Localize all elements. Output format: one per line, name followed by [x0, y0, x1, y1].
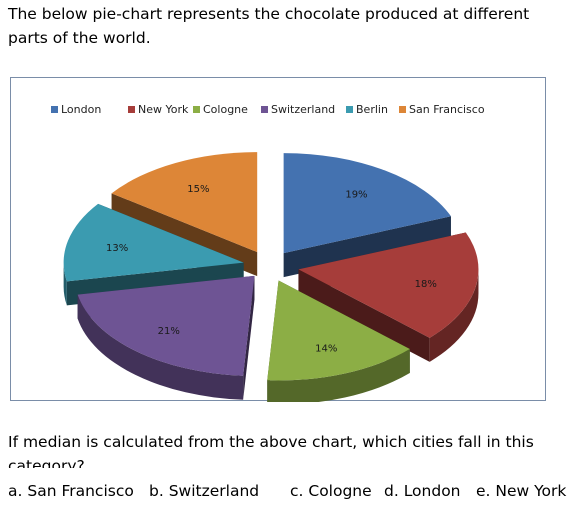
pie-slice-tops — [63, 152, 479, 381]
legend-label-switzerland: Switzerland — [271, 103, 335, 116]
data-label-berlin: 13% — [106, 243, 128, 254]
slice-rim-berlin — [63, 262, 67, 306]
pie-data-labels: 19% 18% 14% 21% 13% 15% — [106, 184, 437, 355]
legend-label-berlin: Berlin — [356, 103, 388, 116]
legend-swatch-berlin — [346, 106, 353, 113]
legend-swatch-switzerland — [261, 106, 268, 113]
legend-swatch-san-francisco — [399, 106, 406, 113]
option-c[interactable]: c. Cologne — [290, 482, 372, 500]
option-e[interactable]: e. New York — [476, 482, 567, 500]
legend-swatch-cologne — [193, 106, 200, 113]
pie-chart: London New York Cologne Switzerland Berlin Sa… — [51, 103, 485, 402]
legend-swatch-london — [51, 106, 58, 113]
legend-label-cologne: Cologne — [203, 103, 248, 116]
option-a[interactable]: a. San Francisco — [8, 482, 134, 500]
pie-slice-san-francisco — [111, 152, 258, 253]
slice-rim-new-york — [429, 269, 479, 362]
legend-swatch-new-york — [128, 106, 135, 113]
legend-label-london: London — [61, 103, 101, 116]
data-label-london: 19% — [345, 190, 367, 201]
slice-rim-cologne — [267, 348, 410, 402]
intro-text: The below pie-chart represents the choco… — [8, 5, 530, 47]
data-label-new-york: 18% — [415, 279, 437, 290]
chart-legend: London New York Cologne Switzerland Berlin Sa… — [51, 103, 485, 116]
slice-wall-switzerland-0 — [243, 275, 255, 400]
legend-label-san-francisco: San Francisco — [409, 103, 485, 116]
slice-rim-switzerland — [77, 294, 244, 400]
data-label-cologne: 14% — [315, 343, 337, 354]
slice-wall-london-1 — [283, 216, 451, 278]
pie-slice-switzerland — [77, 275, 255, 376]
pie-slice-cologne — [267, 280, 410, 381]
slice-wall-new-york-1 — [298, 269, 430, 362]
option-d[interactable]: d. London — [384, 482, 461, 500]
pie-slice-london — [283, 153, 451, 254]
legend-label-new-york: New York — [138, 103, 189, 116]
data-label-switzerland: 21% — [158, 326, 180, 337]
data-label-san-francisco: 15% — [187, 184, 209, 195]
question-text: If median is calculated from the above c… — [8, 433, 534, 468]
answer-options: a. San Francisco b. Switzerland c. Colog… — [8, 482, 573, 504]
pie-slice-berlin — [63, 203, 244, 282]
chart-container: London New York Cologne Switzerland Berlin Sa… — [10, 77, 546, 402]
option-b[interactable]: b. Switzerland — [149, 482, 260, 500]
pie-slice-new-york — [298, 232, 479, 338]
